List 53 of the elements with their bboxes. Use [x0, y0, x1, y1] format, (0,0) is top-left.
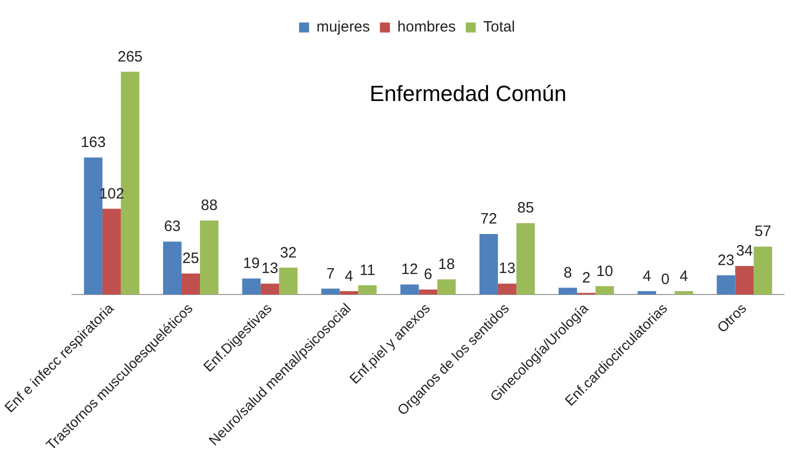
bar — [102, 208, 121, 295]
data-label: 25 — [182, 250, 200, 268]
data-label: 265 — [118, 48, 143, 66]
bar — [479, 234, 498, 295]
data-label: 32 — [280, 244, 297, 262]
data-label: 10 — [596, 262, 614, 280]
bar — [242, 278, 261, 295]
bar — [163, 242, 182, 295]
data-label: 34 — [736, 242, 753, 260]
data-label: 57 — [754, 223, 772, 240]
data-label: 88 — [200, 197, 218, 214]
bar — [279, 268, 298, 295]
bar — [674, 291, 694, 295]
data-label: 163 — [80, 134, 106, 152]
chart-title: Enfermedad Común — [370, 81, 566, 106]
bar — [558, 288, 578, 295]
bar — [638, 291, 656, 295]
data-label: 11 — [360, 262, 376, 279]
data-label: 8 — [564, 264, 572, 282]
data-label: 18 — [438, 256, 455, 274]
data-label: 63 — [164, 218, 181, 236]
bar — [260, 284, 280, 295]
data-label: 4 — [344, 268, 354, 285]
data-label: 13 — [262, 260, 278, 278]
data-label: 12 — [401, 261, 418, 278]
legend-label: Total — [483, 18, 515, 36]
bar — [200, 220, 218, 295]
data-label: 0 — [661, 271, 670, 288]
data-label: 4 — [642, 268, 652, 285]
bar — [754, 246, 772, 295]
data-label: 23 — [718, 252, 734, 269]
bar — [182, 274, 200, 295]
bar — [400, 284, 419, 295]
data-label: 85 — [517, 200, 534, 217]
bar — [437, 279, 456, 295]
legend-label: mujeres — [316, 18, 370, 36]
bar — [498, 284, 516, 295]
data-label: 13 — [498, 260, 516, 278]
bar — [321, 288, 340, 295]
bar — [516, 223, 535, 295]
data-label: 7 — [326, 265, 335, 282]
data-label: 2 — [582, 269, 590, 286]
bar — [716, 275, 736, 295]
legend-label: hombres — [397, 18, 456, 36]
bar — [358, 285, 377, 295]
data-label: 4 — [680, 268, 688, 285]
bar — [735, 266, 754, 295]
bar — [418, 289, 438, 295]
bar — [340, 291, 358, 295]
data-label: 72 — [480, 210, 498, 228]
bar — [595, 286, 614, 295]
data-label: 19 — [243, 255, 260, 272]
data-label: 6 — [424, 266, 432, 284]
